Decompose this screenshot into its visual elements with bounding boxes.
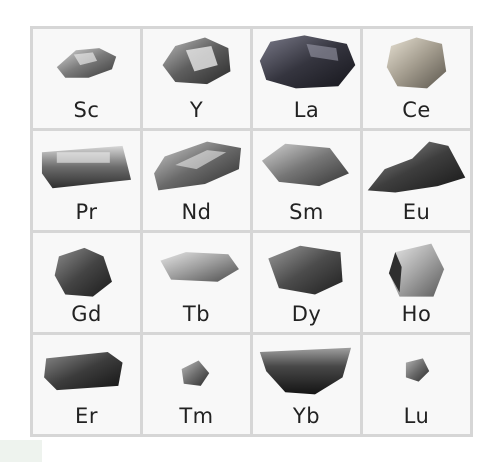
yttrium-sample-icon [162, 37, 231, 85]
element-symbol: Er [75, 404, 98, 428]
element-symbol: Nd [181, 200, 212, 224]
element-symbol: Y [189, 98, 204, 122]
cerium-sample-icon [386, 37, 447, 89]
europium-sample-icon [367, 141, 466, 193]
gadolinium-sample-icon [54, 247, 112, 297]
element-symbol: Dy [291, 302, 322, 326]
element-symbol: Gd [71, 302, 102, 326]
cell-pr: Pr [33, 131, 140, 230]
element-symbol: Tb [182, 302, 211, 326]
praseodymium-sample-icon [41, 145, 132, 189]
cell-sm: Sm [253, 131, 360, 230]
cell-gd: Gd [33, 233, 140, 332]
cell-er: Er [33, 335, 140, 434]
neodymium-sample-icon [154, 141, 242, 191]
element-symbol: Tm [179, 404, 214, 428]
thulium-sample-icon [181, 360, 210, 386]
cell-ce: Ce [363, 29, 470, 128]
cell-nd: Nd [143, 131, 250, 230]
element-symbol: Ce [402, 98, 431, 122]
cell-eu: Eu [363, 131, 470, 230]
element-symbol: Sc [73, 98, 100, 122]
element-symbol: Sm [289, 200, 324, 224]
element-symbol: La [293, 98, 320, 122]
cell-y: Y [143, 29, 250, 128]
scandium-sample-icon [56, 48, 117, 78]
cell-tm: Tm [143, 335, 250, 434]
dysprosium-sample-icon [268, 245, 343, 295]
element-symbol: Pr [75, 200, 98, 224]
bottom-left-artifact [0, 440, 42, 462]
lutetium-sample-icon [405, 358, 430, 382]
element-symbol: Ho [401, 302, 432, 326]
cell-tb: Tb [143, 233, 250, 332]
cell-yb: Yb [253, 335, 360, 434]
element-symbol: Eu [402, 200, 431, 224]
terbium-sample-icon [160, 252, 239, 282]
element-grid: Sc Y La Ce Pr [30, 26, 473, 437]
element-symbol: Yb [292, 404, 321, 428]
cell-ho: Ho [363, 233, 470, 332]
cell-sc: Sc [33, 29, 140, 128]
ytterbium-sample-icon [259, 347, 352, 395]
holmium-sample-icon [388, 243, 445, 297]
erbium-sample-icon [44, 351, 123, 391]
cell-la: La [253, 29, 360, 128]
cell-dy: Dy [253, 233, 360, 332]
samarium-sample-icon [261, 143, 349, 187]
element-symbol: Lu [403, 404, 430, 428]
lanthanum-sample-icon [259, 35, 356, 89]
cell-lu: Lu [363, 335, 470, 434]
